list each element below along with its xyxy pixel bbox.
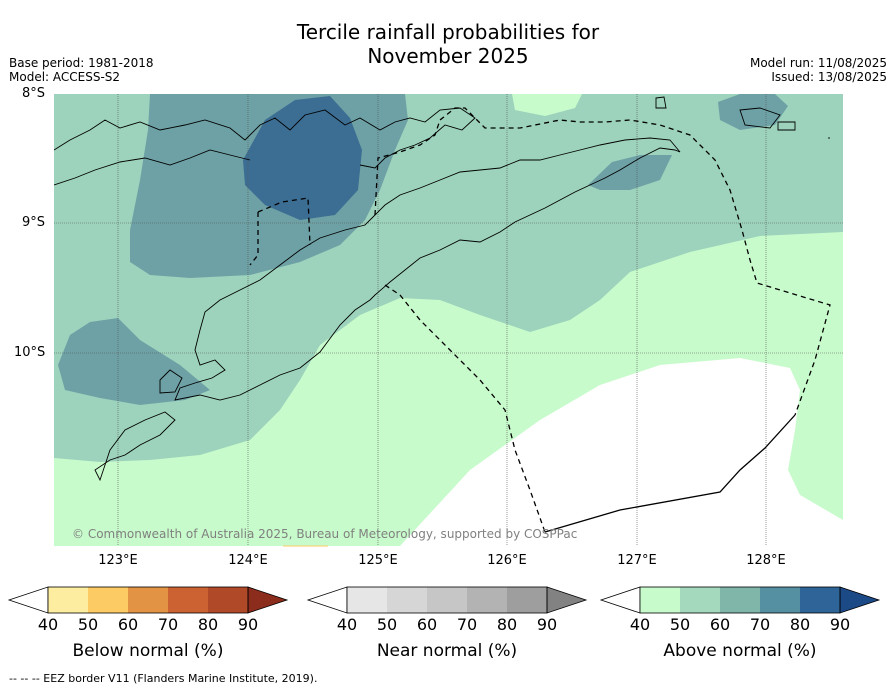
lon-tick-125e: 125°E — [358, 553, 398, 568]
colorbar-tick-label: 40 — [336, 615, 358, 634]
title-line-2: November 2025 — [367, 44, 529, 68]
colorbar-tick-label: 70 — [749, 615, 771, 634]
colorbar-tick-label: 40 — [629, 615, 651, 634]
colorbar-tick-label: 80 — [789, 615, 811, 634]
above-40-50-patch-top — [512, 94, 582, 116]
lon-tick-126e: 126°E — [487, 553, 527, 568]
lat-tick-10s: 10°S — [14, 345, 46, 360]
colorbar-extend-low — [599, 586, 641, 614]
colorbar-segment — [128, 587, 168, 613]
lon-tick-123e: 123°E — [98, 553, 138, 568]
colorbar-tick-label: 60 — [416, 615, 438, 634]
colorbar-below-label: Below normal (%) — [72, 641, 224, 661]
colorbar-segment — [48, 587, 88, 613]
colorbar-tick-label: 70 — [157, 615, 179, 634]
colorbar-below-normal — [7, 586, 289, 614]
above-60-70-zone-east — [588, 155, 672, 190]
above-60-70-zone-southwest — [58, 318, 210, 405]
colorbar-near-label: Near normal (%) — [376, 641, 518, 661]
chart-title: Tercile rainfall probabilities for Novem… — [0, 20, 896, 68]
lon-tick-127e: 127°E — [617, 553, 657, 568]
colorbar-tick-label: 40 — [37, 615, 59, 634]
colorbar-tick-label: 90 — [829, 615, 851, 634]
colorbar-segment — [800, 587, 840, 613]
model-run: Model run: 11/08/2025 — [749, 56, 887, 70]
colorbar-segment — [387, 587, 427, 613]
colorbar-tick-label: 90 — [237, 615, 259, 634]
colorbar-segment — [507, 587, 547, 613]
model-name: Model: ACCESS-S2 — [9, 70, 121, 84]
colorbar-segment — [760, 587, 800, 613]
base-period: Base period: 1981-2018 — [9, 56, 154, 70]
lon-tick-124e: 124°E — [228, 553, 268, 568]
colorbar-segment — [427, 587, 467, 613]
colorbar-border — [346, 586, 548, 614]
above-60-70-zone-northeast — [718, 94, 788, 130]
colorbar-border — [47, 586, 249, 614]
eez-border — [249, 107, 831, 533]
eez-border-solid — [544, 414, 796, 533]
colorbar-tick-label: 60 — [117, 615, 139, 634]
colorbar-extend-high — [839, 586, 881, 614]
graticule — [54, 94, 843, 546]
colorbar-extend-high — [546, 586, 588, 614]
colorbar-tick-label: 50 — [376, 615, 398, 634]
eez-legend-note: -- -- -- EEZ border V11 (Flanders Marine… — [9, 672, 318, 685]
colorbar-tick-label: 80 — [496, 615, 518, 634]
colorbar-tick-label: 60 — [709, 615, 731, 634]
colorbar-extend-low — [7, 586, 49, 614]
colorbar-segment — [347, 587, 387, 613]
colorbar-tick-label: 50 — [669, 615, 691, 634]
colorbar-tick-label: 90 — [536, 615, 558, 634]
white-zone — [400, 358, 843, 546]
colorbar-segment — [680, 587, 720, 613]
colorbar-extend-low — [306, 586, 348, 614]
issued-date: Issued: 13/08/2025 — [771, 70, 887, 84]
meta-right: Model run: 11/08/2025 Issued: 13/08/2025 — [750, 56, 887, 84]
meta-left: Base period: 1981-2018 Model: ACCESS-S2 — [9, 56, 154, 84]
title-line-1: Tercile rainfall probabilities for — [296, 20, 600, 44]
colorbar-tick-label: 70 — [456, 615, 478, 634]
colorbar-above-label: Above normal (%) — [663, 641, 817, 661]
colorbar-segment — [720, 587, 760, 613]
colorbar-above-normal — [599, 586, 881, 614]
lat-tick-9s: 9°S — [22, 215, 46, 230]
colorbar-segment — [208, 587, 248, 613]
above-70-80-zone — [243, 96, 362, 220]
colorbar-segment — [640, 587, 680, 613]
lat-tick-8s: 8°S — [22, 86, 46, 101]
colorbar-near-normal — [306, 586, 588, 614]
colorbar-segment — [88, 587, 128, 613]
map-area — [54, 94, 843, 546]
colorbars-svg — [7, 586, 881, 614]
colorbar-segment — [168, 587, 208, 613]
colorbar-border — [639, 586, 841, 614]
colorbar-tick-label: 80 — [197, 615, 219, 634]
lon-tick-128e: 128°E — [746, 553, 786, 568]
colorbar-segment — [467, 587, 507, 613]
copyright-notice: © Commonwealth of Australia 2025, Bureau… — [72, 527, 578, 541]
colorbar-extend-high — [247, 586, 289, 614]
colorbar-tick-label: 50 — [77, 615, 99, 634]
